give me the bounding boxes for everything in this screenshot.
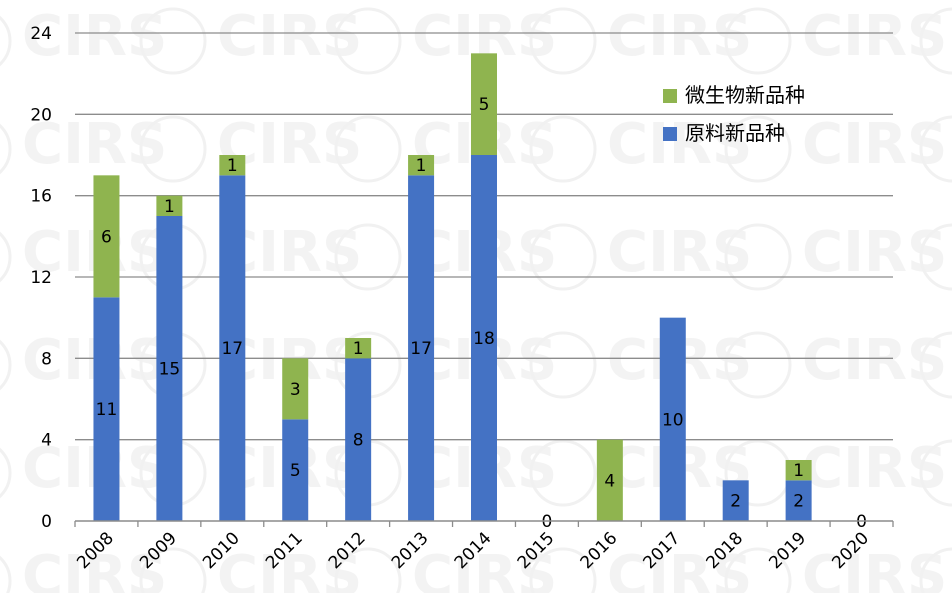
watermark-text: CIRS [802, 4, 947, 69]
watermark-seal [529, 223, 597, 291]
data-label: 11 [96, 400, 118, 420]
bar-raw-material [345, 358, 372, 521]
data-label: 4 [604, 471, 615, 491]
watermark-text: CIRS [802, 220, 947, 285]
watermark-seal [334, 7, 402, 75]
data-label: 3 [290, 380, 301, 400]
bar-raw-material [471, 155, 497, 521]
bar-raw-material [785, 480, 812, 521]
watermark-seal [919, 331, 952, 399]
data-label: 0 [856, 512, 867, 532]
bars [93, 53, 812, 522]
data-label: 10 [662, 410, 684, 430]
watermark-seal [0, 555, 12, 593]
watermark-seal [0, 15, 12, 67]
data-label: 8 [353, 431, 364, 451]
data-label: 2 [730, 492, 741, 512]
bar-microbial [596, 439, 623, 521]
watermark-seal [919, 439, 952, 507]
watermark-seal [919, 7, 952, 75]
data-label: 15 [159, 360, 181, 380]
watermark-text: CIRS [22, 112, 167, 177]
watermark-seal [724, 115, 792, 183]
bar-microbial [785, 460, 812, 481]
watermark-seal [529, 547, 597, 593]
data-label: 5 [479, 95, 490, 115]
watermark-seal [0, 123, 12, 175]
watermark-seal [724, 331, 792, 399]
y-tick-label: 24 [30, 24, 52, 44]
bar-microbial [219, 155, 246, 176]
bar-raw-material [722, 480, 749, 521]
watermark-seal [724, 223, 792, 291]
bar-raw-material [659, 317, 686, 521]
data-label: 5 [290, 461, 301, 481]
y-tick-label: 12 [30, 268, 52, 288]
data-label: 6 [101, 227, 112, 247]
data-label: 0 [542, 512, 553, 532]
watermark-text: CIRS [607, 4, 752, 69]
watermark-seal [529, 7, 597, 75]
watermark-seal [724, 547, 792, 593]
bar-microbial [345, 338, 372, 359]
watermark-seal [139, 547, 207, 593]
watermark-text: CIRS [802, 436, 947, 501]
watermark-text: CIRS [802, 328, 947, 393]
watermark-seal [919, 223, 952, 291]
data-label: 17 [410, 339, 432, 359]
watermark: CIRS CIRS CIRS CIRS CIRS CIRS CIRS CIRS CIRS CIRS… [0, 4, 952, 593]
watermark-text: CIRS [802, 544, 947, 593]
watermark-text: CIRS [22, 4, 167, 69]
watermark-text: CIRS [217, 4, 362, 69]
bar-microbial [282, 358, 309, 420]
watermark-seal [0, 231, 12, 283]
bar-microbial [93, 175, 120, 298]
data-label: 1 [416, 156, 427, 176]
data-label: 1 [164, 197, 175, 217]
legend-swatch [663, 127, 677, 141]
bar-raw-material [219, 175, 246, 522]
legend-swatch [663, 89, 677, 103]
data-label: 1 [353, 339, 364, 359]
watermark-seal [334, 547, 402, 593]
bar-microbial [408, 155, 435, 176]
watermark-seal [139, 115, 207, 183]
y-tick-label: 20 [30, 105, 52, 125]
watermark-seal [0, 339, 12, 391]
watermark-seal [334, 115, 402, 183]
y-tick-label: 8 [41, 349, 52, 369]
watermark-seal [724, 7, 792, 75]
bar-microbial [156, 195, 183, 216]
watermark-seal [529, 439, 597, 507]
watermark-seal [139, 7, 207, 75]
y-tick-label: 4 [41, 431, 52, 451]
legend-label: 微生物新品种 [685, 83, 805, 107]
watermark-text: CIRS [607, 220, 752, 285]
watermark-seal [919, 547, 952, 593]
data-label: 1 [793, 461, 804, 481]
data-label: 1 [227, 156, 238, 176]
y-tick-label: 16 [30, 187, 52, 207]
y-tick-label: 0 [41, 512, 52, 532]
watermark-seal [529, 115, 597, 183]
watermark-seal [529, 331, 597, 399]
bar-raw-material [282, 419, 309, 521]
bar-raw-material [408, 175, 435, 522]
watermark-text: CIRS [607, 112, 752, 177]
watermark-text: CIRS [802, 112, 947, 177]
bar-raw-material [93, 297, 120, 521]
data-label: 2 [793, 492, 804, 512]
bar-microbial [471, 53, 497, 156]
watermark-seal [334, 223, 402, 291]
bar-raw-material [156, 216, 183, 521]
watermark-seal [919, 115, 952, 183]
legend-label: 原料新品种 [685, 121, 785, 145]
data-label: 18 [473, 329, 495, 349]
data-label: 17 [221, 339, 243, 359]
watermark-seal [0, 447, 12, 499]
